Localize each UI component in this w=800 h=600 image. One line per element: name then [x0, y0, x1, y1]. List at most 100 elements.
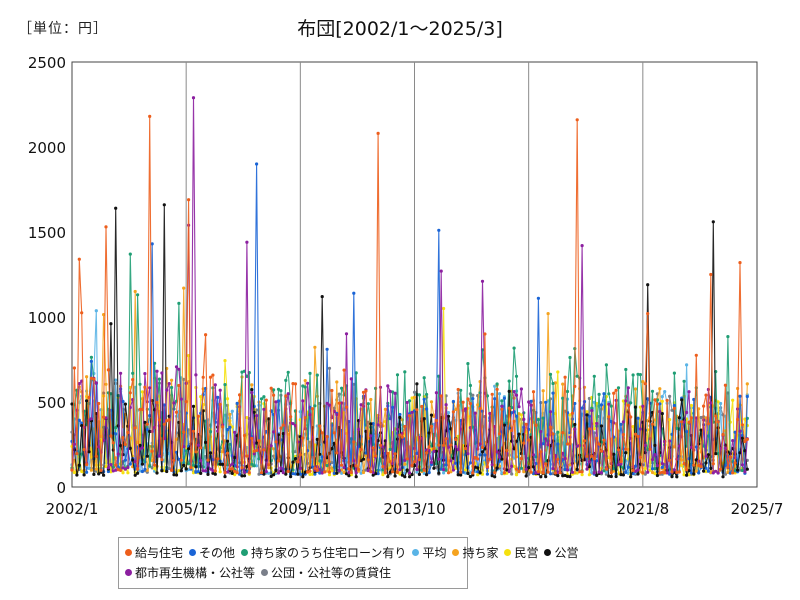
- data-point: [738, 468, 742, 472]
- data-point: [412, 395, 417, 399]
- data-point: [709, 272, 713, 277]
- data-point: [607, 392, 611, 396]
- data-point: [568, 413, 572, 417]
- data-point: [182, 377, 186, 381]
- data-point: [313, 404, 317, 408]
- data-point: [121, 399, 125, 404]
- data-point: [422, 376, 426, 380]
- data-point: [70, 402, 74, 406]
- data-point: [478, 407, 482, 411]
- data-point: [439, 467, 443, 471]
- data-point: [354, 471, 358, 475]
- data-point: [342, 466, 346, 470]
- data-point: [393, 474, 397, 478]
- data-point: [497, 392, 502, 396]
- data-point: [174, 365, 179, 369]
- data-point: [410, 472, 414, 477]
- data-point: [646, 312, 650, 316]
- data-point: [502, 423, 506, 427]
- data-point: [340, 471, 344, 475]
- data-point: [242, 470, 247, 474]
- data-point: [383, 407, 387, 411]
- data-point: [650, 422, 655, 426]
- data-point: [500, 404, 504, 408]
- data-point: [609, 404, 613, 408]
- data-point: [612, 391, 616, 395]
- data-point: [483, 332, 487, 336]
- data-point: [468, 383, 472, 388]
- legend-item: 給与住宅: [125, 544, 183, 561]
- data-point: [179, 458, 183, 462]
- legend-marker: [241, 548, 249, 556]
- data-point: [114, 426, 118, 430]
- data-point: [82, 447, 86, 452]
- data-point: [646, 283, 650, 287]
- data-point: [242, 474, 247, 478]
- data-point: [259, 397, 264, 401]
- data-point: [660, 399, 664, 403]
- data-point: [264, 470, 268, 474]
- data-point: [587, 427, 592, 431]
- data-point: [136, 467, 140, 471]
- data-point: [658, 402, 662, 406]
- data-point: [599, 424, 604, 428]
- data-point: [252, 410, 256, 414]
- data-point: [206, 458, 210, 462]
- data-point: [529, 403, 533, 407]
- data-point: [77, 382, 81, 386]
- data-point: [80, 469, 84, 473]
- data-point: [335, 380, 339, 384]
- data-point: [614, 388, 618, 392]
- data-point: [126, 465, 130, 470]
- data-point: [225, 463, 230, 467]
- data-point: [680, 398, 684, 402]
- data-point: [417, 458, 421, 462]
- x-tick-label: 2005/12: [155, 500, 217, 518]
- data-point: [204, 440, 208, 444]
- data-point: [301, 436, 305, 440]
- data-point: [296, 472, 300, 476]
- data-point: [352, 291, 356, 295]
- data-point: [191, 404, 196, 408]
- data-point: [514, 393, 519, 397]
- data-point: [466, 471, 470, 475]
- data-point: [616, 463, 621, 467]
- data-point: [381, 473, 385, 477]
- data-point: [626, 448, 630, 452]
- data-point: [388, 470, 392, 474]
- data-point: [585, 410, 589, 414]
- data-point: [454, 437, 458, 442]
- data-point: [476, 466, 480, 470]
- data-point: [692, 463, 696, 467]
- data-point: [272, 430, 276, 434]
- data-point: [306, 381, 310, 385]
- data-point: [386, 451, 390, 456]
- data-point: [502, 396, 506, 400]
- data-point: [211, 469, 215, 473]
- data-point: [354, 475, 358, 479]
- data-point: [587, 396, 592, 401]
- data-point: [454, 444, 458, 449]
- data-point: [291, 460, 295, 464]
- data-point: [612, 452, 616, 456]
- data-point: [289, 415, 293, 419]
- data-point: [160, 469, 164, 473]
- data-point: [638, 373, 643, 377]
- data-point: [104, 464, 108, 469]
- data-point: [544, 437, 548, 441]
- data-point: [573, 422, 577, 427]
- data-point: [218, 388, 222, 392]
- data-point: [437, 471, 441, 475]
- data-point: [184, 449, 188, 453]
- data-point: [546, 312, 550, 316]
- data-point: [252, 464, 256, 468]
- data-point: [191, 471, 196, 475]
- data-point: [563, 467, 567, 471]
- data-point: [446, 445, 451, 449]
- data-point: [121, 466, 125, 470]
- data-point: [680, 463, 684, 467]
- data-point: [310, 472, 315, 476]
- data-point: [626, 403, 630, 407]
- data-point: [337, 392, 341, 396]
- data-point: [395, 427, 400, 431]
